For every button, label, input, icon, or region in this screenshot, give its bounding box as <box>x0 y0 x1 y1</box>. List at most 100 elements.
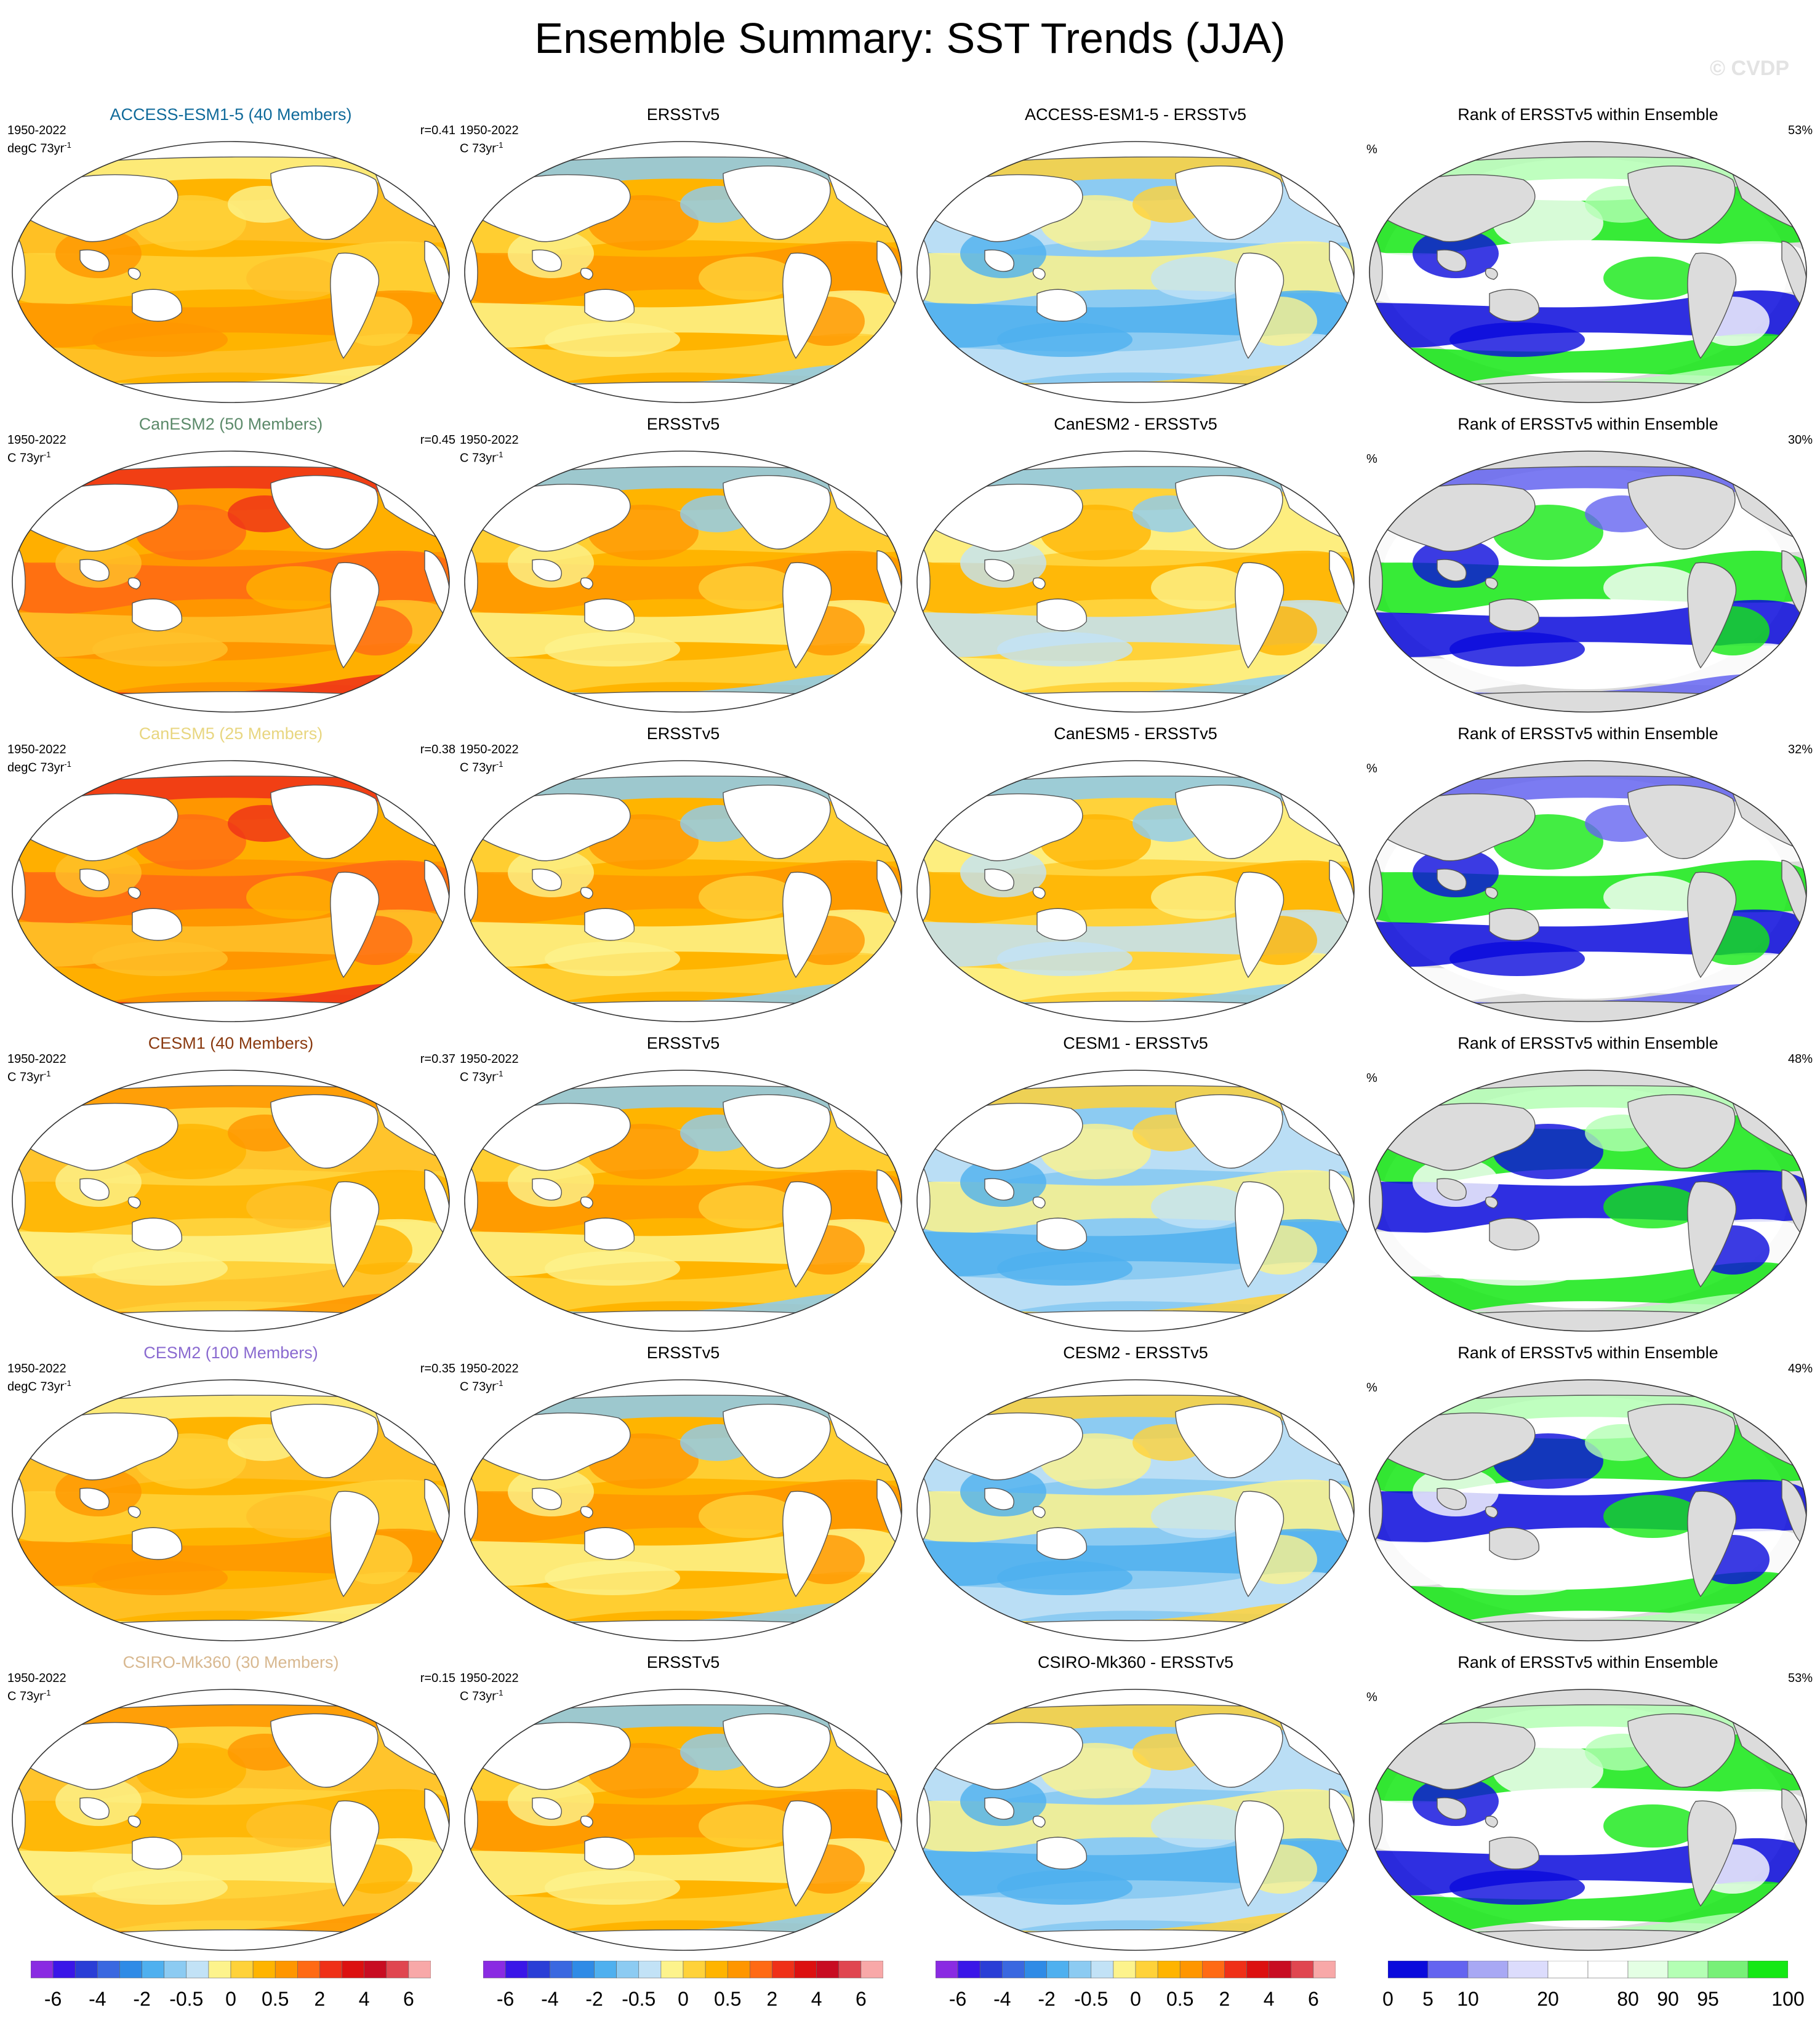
colorbar-swatch <box>683 1960 706 1979</box>
map-area <box>6 446 455 717</box>
units-exponent: -1 <box>64 759 71 769</box>
panel-title: CSIRO-Mk360 (30 Members) <box>122 1653 339 1672</box>
units-text: C 73yr-1 <box>460 1067 519 1085</box>
map-area <box>911 756 1360 1027</box>
map-area <box>6 137 455 407</box>
colorbar-swatch <box>527 1960 550 1979</box>
colorbar-swatch <box>483 1960 506 1979</box>
colorbar-swatch <box>297 1960 320 1979</box>
period-text: 1950-2022 <box>460 433 519 447</box>
colorbar-swatch <box>1224 1960 1247 1979</box>
colorbar-label: 0.5 <box>261 1988 289 2010</box>
sst-colorbar-col1: -6 -4 -2 -0.5 0 0.5 2 4 6 <box>30 1960 431 2012</box>
diff-map <box>916 1070 1355 1332</box>
map-area <box>1363 1375 1813 1646</box>
panel-title: CanESM5 (25 Members) <box>138 724 323 743</box>
colorbar-swatch <box>772 1960 795 1979</box>
colorbar-label: 95 <box>1697 1988 1719 2010</box>
units-exponent: -1 <box>495 450 503 459</box>
panel-title: CESM1 - ERSSTv5 <box>1063 1034 1208 1052</box>
period-text: 1950-2022 <box>460 1052 519 1066</box>
colorbar-swatches <box>935 1960 1336 1979</box>
colorbar-swatch <box>1707 1960 1749 1979</box>
colorbar-swatch <box>727 1960 750 1979</box>
rank-map <box>1369 141 1807 403</box>
colorbar-swatch <box>594 1960 617 1979</box>
colorbar-label: -0.5 <box>622 1988 656 2010</box>
colorbar-label: 0 <box>678 1988 689 2010</box>
colorbar-swatch <box>1747 1960 1789 1979</box>
panel-title: CanESM2 - ERSSTv5 <box>1054 415 1217 433</box>
diff-panel: CanESM2 - ERSSTv5 <box>911 408 1360 717</box>
rank-panel: Rank of ERSSTv5 within Ensemble 49%% <box>1363 1337 1813 1646</box>
colorbar-swatch <box>1113 1960 1136 1979</box>
sst-colorbar-col2: -6 -4 -2 -0.5 0 0.5 2 4 6 <box>483 1960 884 2012</box>
colorbar-swatch <box>860 1960 884 1979</box>
panel-title: ERSSTv5 <box>646 415 720 433</box>
colorbar-swatch <box>1135 1960 1158 1979</box>
colorbar-label: 0 <box>1382 1988 1393 2010</box>
obs-panel: ERSSTv5 1950-2022 C 73yr-1 <box>459 98 908 407</box>
colorbar-swatch <box>660 1960 684 1979</box>
colorbar-swatch <box>1627 1960 1669 1979</box>
colorbar-swatch <box>386 1960 409 1979</box>
map-area <box>1363 137 1813 407</box>
colorbar-label: -2 <box>1038 1988 1056 2010</box>
units-text: degC 73yr-1 <box>7 138 71 156</box>
map-area <box>459 756 908 1027</box>
colorbar-label: 2 <box>1219 1988 1230 2010</box>
model-panel: CESM1 (40 Members) 1950-2022 C 73yr-1 r=0.3… <box>6 1027 455 1336</box>
map-area <box>6 756 455 1027</box>
units-value: C 73yr <box>460 1689 496 1704</box>
colorbar-label: -6 <box>948 1988 967 2010</box>
units-exponent: -1 <box>495 140 503 150</box>
diff-panel: CSIRO-Mk360 - ERSSTv5 <box>911 1646 1360 1955</box>
rank-panel: Rank of ERSSTv5 within Ensemble 53%% <box>1363 1646 1813 1955</box>
rank-percent: 53% <box>1787 1672 1813 1685</box>
rank-map <box>1369 1379 1807 1641</box>
colorbar-swatch <box>1246 1960 1269 1979</box>
colorbar-swatch <box>638 1960 662 1979</box>
colorbar-label: -0.5 <box>1074 1988 1108 2010</box>
units-exponent: -1 <box>64 140 71 150</box>
obs-panel: ERSSTv5 1950-2022 C 73yr-1 <box>459 408 908 717</box>
model-map <box>12 760 450 1022</box>
colorbar-swatch <box>1587 1960 1629 1979</box>
map-area <box>459 1375 908 1646</box>
colorbar-label: 80 <box>1617 1988 1639 2010</box>
units-value: C 73yr <box>460 451 496 465</box>
map-area <box>1363 1684 1813 1955</box>
rank-percent: 48% <box>1787 1052 1813 1066</box>
rank-map <box>1369 1689 1807 1951</box>
units-value: C 73yr <box>7 1689 44 1704</box>
units-text: C 73yr-1 <box>7 447 66 466</box>
colorbar-swatch <box>408 1960 431 1979</box>
colorbar-swatch <box>186 1960 209 1979</box>
colorbar-swatch <box>1091 1960 1114 1979</box>
period-units-label: 1950-2022 degC 73yr-1 <box>7 742 71 775</box>
colorbar-swatch <box>1387 1960 1429 1979</box>
panel-title: CSIRO-Mk360 - ERSSTv5 <box>1037 1653 1234 1672</box>
panel-title: ERSSTv5 <box>646 1343 720 1362</box>
watermark: © CVDP <box>1710 57 1789 80</box>
colorbar-swatch <box>957 1960 980 1979</box>
diff-map <box>916 1689 1355 1951</box>
colorbar-swatches <box>1387 1960 1789 1979</box>
obs-map <box>464 450 902 713</box>
map-area <box>911 1375 1360 1646</box>
map-area <box>459 1065 908 1336</box>
colorbar-label: 0.5 <box>1166 1988 1194 2010</box>
units-value: C 73yr <box>7 451 44 465</box>
panel-title: CanESM5 - ERSSTv5 <box>1054 724 1217 743</box>
colorbar-label: -2 <box>133 1988 151 2010</box>
colorbar-swatch <box>1179 1960 1203 1979</box>
period-units-label: 1950-2022 C 73yr-1 <box>7 1671 66 1704</box>
units-exponent: -1 <box>43 1688 51 1697</box>
map-area <box>911 446 1360 717</box>
period-units-label: 1950-2022 C 73yr-1 <box>460 742 519 775</box>
diff-panel: CESM1 - ERSSTv5 <box>911 1027 1360 1336</box>
rank-percent: 32% <box>1787 743 1813 756</box>
period-text: 1950-2022 <box>7 433 66 447</box>
obs-map <box>464 141 902 403</box>
obs-panel: ERSSTv5 1950-2022 C 73yr-1 <box>459 1337 908 1646</box>
